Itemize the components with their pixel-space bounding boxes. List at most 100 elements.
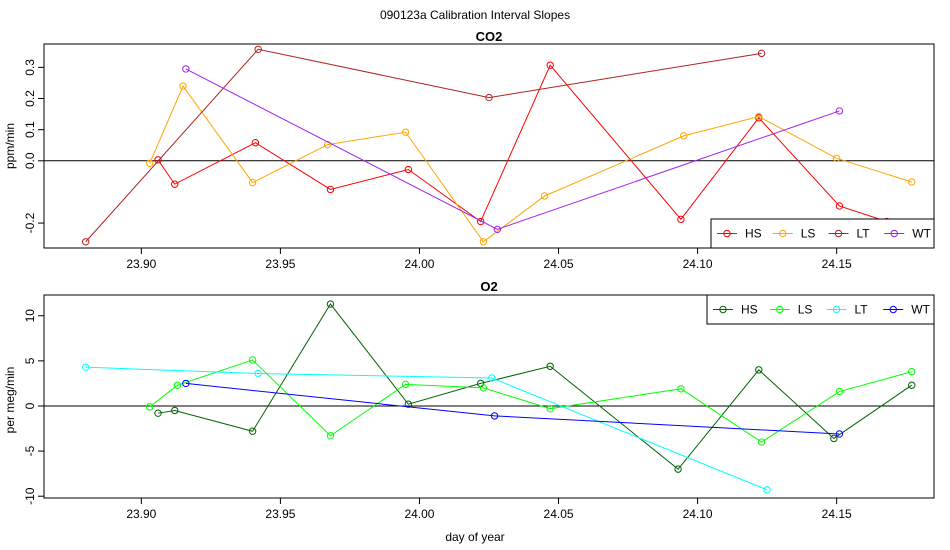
o2-legend-wt-marker (889, 305, 897, 314)
co2-legend-hs-marker (723, 229, 731, 238)
o2-series-ls-point (479, 384, 488, 392)
co2-series-hs-point (251, 139, 260, 147)
co2-series-lt-point (485, 93, 493, 102)
co2-x-tick-label: 23.95 (265, 257, 295, 271)
o2-series-ls-point (908, 367, 916, 376)
o2-x-tick-label: 24.00 (404, 507, 434, 521)
o2-legend-wt-label: WT (911, 303, 930, 317)
o2-legend-hs-marker (719, 305, 727, 314)
o2-series-hs-point (908, 381, 916, 389)
co2-series-hs-point (835, 202, 844, 210)
o2-series-lt-point (763, 486, 771, 494)
co2-series-hs-point (404, 165, 413, 174)
o2-series-ls-line (149, 359, 912, 443)
co2-legend-lt-label: LT (857, 227, 871, 241)
co2-series-lt-point (757, 49, 766, 58)
o2-series-hs-point (248, 427, 257, 435)
o2-series-lt-point (82, 363, 90, 371)
o2-x-tick-label: 23.90 (126, 507, 156, 521)
co2-series-ls-point (248, 178, 257, 187)
o2-series-ls-point (173, 381, 182, 389)
o2-series-ls-point (326, 432, 335, 440)
co2-series-lt-point (254, 45, 262, 53)
o2-series-wt-point (182, 379, 190, 388)
o2-x-tick-label: 24.10 (683, 507, 713, 521)
co2-series-ls-point (755, 112, 763, 121)
o2-series-ls-point (145, 403, 154, 411)
co2-series-lt-point (82, 238, 90, 246)
co2-series-lt-line (85, 48, 762, 243)
o2-series-lt-point (254, 369, 262, 378)
co2-plot-frame (43, 43, 935, 249)
o2-series-lt-point (488, 374, 496, 382)
o2-series-wt-point (835, 430, 844, 438)
co2-series-hs-point (326, 185, 335, 194)
figure-title: 090123a Calibration Interval Slopes (380, 8, 570, 22)
co2-y-tick-label: 0.2 (23, 90, 37, 107)
co2-series-hs-point (154, 156, 162, 164)
co2-series-wt-point (493, 225, 502, 234)
o2-y-tick-label: -5 (23, 445, 37, 456)
co2-x-tick-label: 23.90 (126, 257, 156, 271)
co2-x-tick-label: 24.10 (683, 257, 713, 271)
co2-legend-wt-marker (890, 229, 898, 238)
co2-x-tick-label: 24.05 (544, 257, 574, 271)
co2-series-hs-point (677, 215, 685, 224)
o2-legend-lt-label: LT (855, 303, 869, 317)
co2-series-ls-point (179, 82, 187, 90)
o2-legend-ls-marker (776, 305, 784, 314)
o2-y-tick-label: 5 (23, 357, 37, 364)
o2-x-tick-label: 24.15 (822, 507, 852, 521)
o2-series-hs-point (404, 400, 413, 408)
co2-series-ls-point (832, 154, 841, 163)
co2-legend-ls-label: LS (801, 227, 816, 241)
o2-y-tick-label: 10 (23, 309, 37, 323)
co2-y-tick-label: 0.1 (23, 121, 37, 138)
o2-legend-lt-marker (832, 305, 841, 314)
o2-series-hs-point (326, 300, 335, 308)
o2-series-hs-line (157, 303, 913, 470)
co2-legend-hs-label: HS (745, 227, 762, 241)
o2-title: O2 (480, 279, 497, 294)
co2-series-ls-point (479, 238, 488, 246)
co2-panel: CO2 ppm/min 23.90 23.95 24.00 24.05 24.10 24.… (3, 29, 935, 271)
o2-series-ls-point (677, 385, 685, 393)
co2-y-tick-label: 0.0 (23, 152, 37, 169)
o2-series-hs-point (755, 366, 763, 374)
o2-y-axis-label: per meg/min (3, 367, 17, 434)
o2-series-hs-point (830, 434, 838, 443)
o2-y-tick-label: 0 (23, 402, 37, 409)
x-axis-label: day of year (445, 530, 504, 544)
co2-series-wt-line (185, 68, 840, 230)
co2-series-ls-point (145, 159, 154, 167)
co2-series-wt-point (182, 65, 190, 73)
co2-x-tick-label: 24.15 (822, 257, 852, 271)
o2-series-hs-point (154, 409, 162, 417)
co2-series-ls-point (679, 132, 688, 140)
o2-series-ls-point (546, 404, 554, 413)
o2-series-ls-point (757, 438, 766, 446)
o2-legend-hs-label: HS (741, 303, 758, 317)
co2-legend-wt-label: WT (912, 227, 931, 241)
o2-x-tick-label: 24.05 (544, 507, 574, 521)
o2-series-lt-line (85, 366, 768, 491)
co2-series-ls-point (540, 192, 549, 200)
co2-series-hs-point (476, 217, 485, 226)
co2-series-ls-point (401, 128, 410, 136)
o2-legend-ls-label: LS (798, 303, 813, 317)
o2-series-wt-line (185, 382, 840, 435)
co2-y-axis-label: ppm/min (3, 123, 17, 169)
co2-x-tick-label: 24.00 (404, 257, 434, 271)
co2-y-tick-label: 0.3 (23, 59, 37, 76)
o2-data-area (82, 300, 916, 494)
o2-series-hs-point (674, 465, 682, 473)
o2-series-ls-point (835, 387, 844, 396)
co2-y-tick-label: -0.2 (23, 212, 37, 233)
co2-series-hs-line (157, 64, 887, 223)
o2-series-wt-point (490, 412, 499, 420)
co2-series-hs-point (546, 61, 554, 69)
o2-plot-frame (43, 294, 935, 499)
o2-series-ls-point (401, 380, 410, 389)
co2-legend-lt-marker (834, 229, 843, 238)
o2-series-hs-point (546, 362, 554, 370)
